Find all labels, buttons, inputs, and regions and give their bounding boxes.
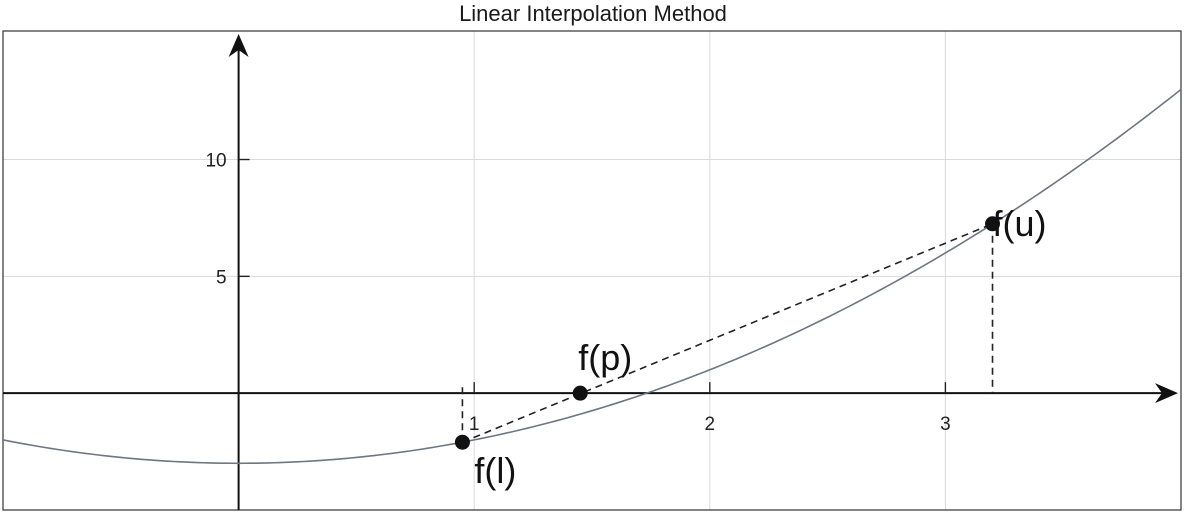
x-axis-arrow [1155,383,1178,404]
point-label: f(l) [474,450,516,491]
axes-layer [3,34,1178,510]
point-label: f(u) [993,203,1047,244]
grid-layer [3,31,1181,510]
x-tick-label: 1 [469,414,480,435]
point-marker [454,434,470,450]
y-axis-arrow [228,34,249,57]
point-label: f(p) [578,337,632,378]
chart-title: Linear Interpolation Method [459,1,727,26]
x-tick-label: 3 [940,414,951,435]
construction-lines [461,223,994,443]
y-tick-label: 10 [205,151,226,172]
tick-labels: 1 2 3 5 10 [205,151,950,436]
x-tick-label: 2 [705,414,716,435]
point-marker [572,385,588,401]
points-layer: f(l) f(p) f(u) [454,203,1047,491]
function-curve [2,88,1182,465]
secant-line [462,223,993,443]
y-tick-label: 5 [216,267,227,288]
point-marker [985,216,1001,232]
plot-frame [2,30,1182,511]
